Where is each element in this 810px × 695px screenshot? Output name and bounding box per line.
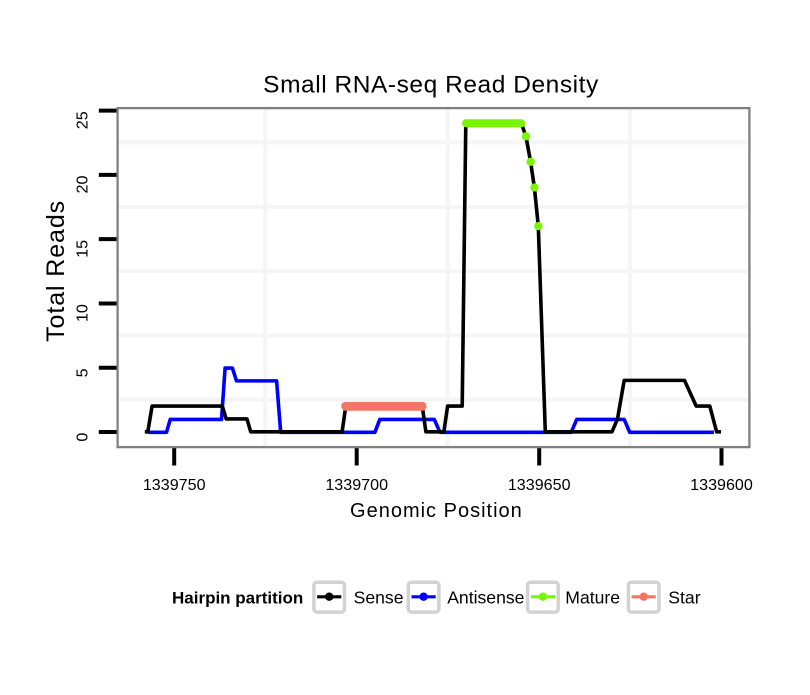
svg-text:25: 25 [73,111,91,129]
svg-text:Hairpin partition: Hairpin partition [172,588,303,607]
svg-text:1339700: 1339700 [325,476,388,494]
svg-text:20: 20 [73,176,91,194]
svg-text:Total Reads: Total Reads [42,200,70,342]
svg-text:15: 15 [73,240,91,258]
svg-text:Genomic Position: Genomic Position [350,500,523,522]
svg-text:Mature: Mature [565,587,620,607]
svg-text:Sense: Sense [354,587,404,607]
svg-text:Star: Star [668,587,700,607]
svg-text:1339650: 1339650 [508,476,571,494]
svg-text:1339600: 1339600 [690,476,753,494]
svg-text:10: 10 [73,304,91,322]
svg-text:Small RNA-seq Read Density: Small RNA-seq Read Density [263,72,599,99]
svg-text:1339750: 1339750 [143,476,206,494]
svg-text:5: 5 [73,368,91,377]
svg-text:Antisense: Antisense [447,587,524,607]
svg-text:0: 0 [73,433,91,442]
